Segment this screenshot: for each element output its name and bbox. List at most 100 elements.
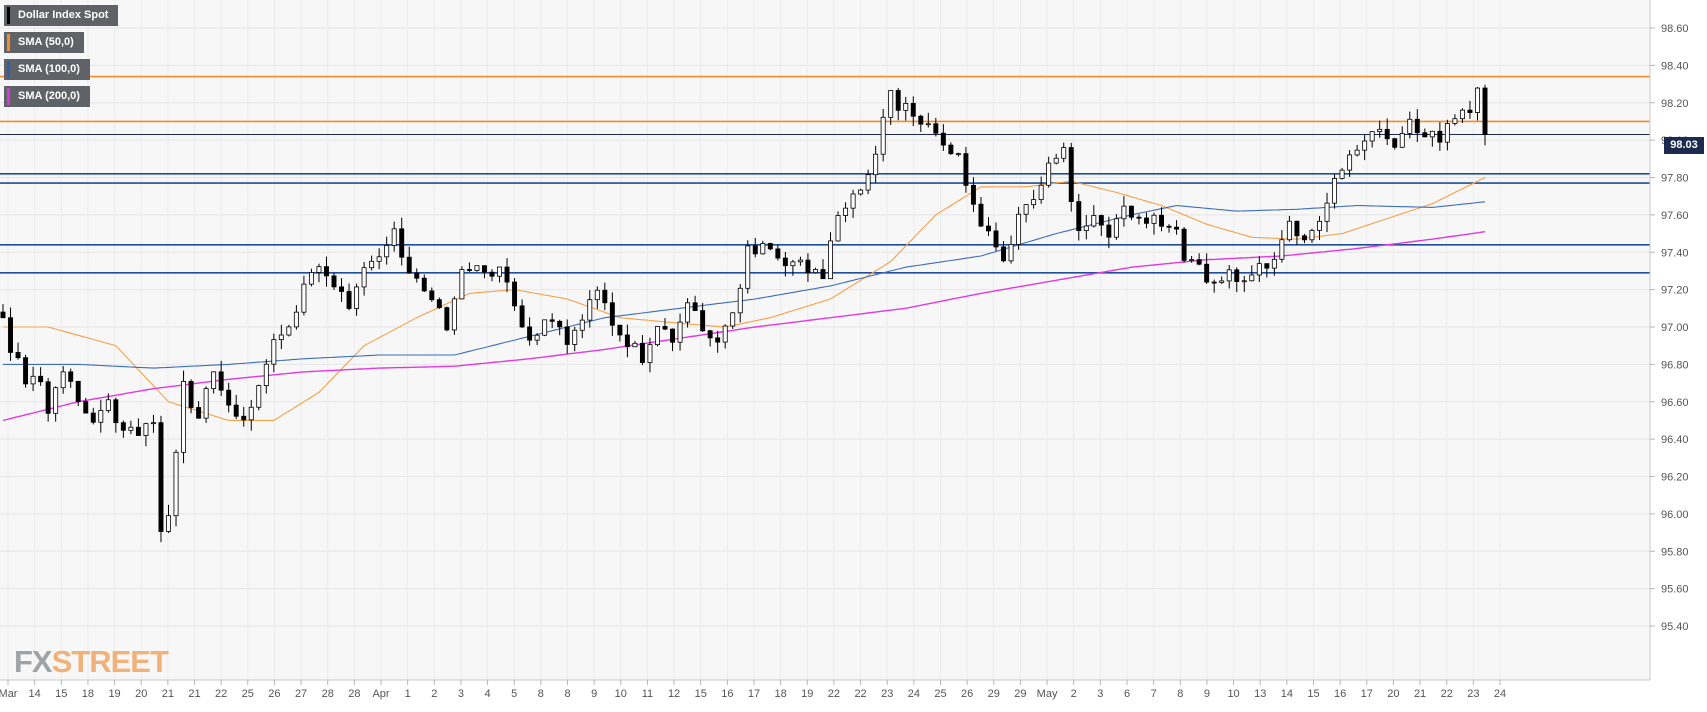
x-tick-label: 16: [1334, 688, 1346, 700]
legend-item-price[interactable]: Dollar Index Spot: [4, 5, 119, 26]
candle: [128, 420, 134, 435]
candle: [399, 217, 405, 266]
legend: Dollar Index Spot SMA (50,0) SMA (100,0)…: [4, 5, 119, 113]
candle: [828, 232, 833, 280]
x-tick-label: 8: [564, 688, 570, 700]
candle: [1076, 193, 1082, 241]
candle: [948, 142, 954, 155]
candle-body: [895, 90, 901, 111]
candle: [1001, 241, 1007, 263]
candle-body: [1256, 263, 1262, 276]
x-tick-label: 8: [1177, 688, 1183, 700]
candle: [188, 379, 194, 414]
candle-body: [534, 334, 540, 341]
candle: [655, 325, 660, 347]
candle-body: [594, 289, 600, 301]
x-tick-label: 29: [988, 688, 1000, 700]
y-tick-label: 96.40: [1661, 434, 1689, 446]
candle: [1136, 214, 1142, 225]
candle: [730, 312, 736, 329]
candle-body: [150, 422, 156, 425]
candle: [1437, 122, 1443, 151]
candle: [993, 222, 999, 252]
candle: [196, 401, 202, 419]
legend-item-sma100[interactable]: SMA (100,0): [4, 59, 90, 80]
candle: [1429, 130, 1435, 147]
candle: [1023, 204, 1029, 223]
candle: [933, 117, 939, 137]
x-tick-label: 25: [934, 688, 946, 700]
candle: [30, 366, 36, 392]
candle: [203, 386, 209, 423]
candle-body: [602, 289, 608, 304]
x-tick-label: 18: [775, 688, 787, 700]
candle: [564, 319, 570, 354]
x-tick-label: 18: [82, 688, 94, 700]
candle-body: [497, 266, 502, 277]
logo-part-street: STREET: [51, 644, 169, 679]
candle: [1211, 279, 1217, 293]
candle-body: [504, 266, 510, 283]
candle-body: [843, 207, 849, 216]
candle: [1407, 111, 1413, 139]
candle: [782, 251, 788, 277]
candle-body: [903, 103, 909, 111]
candle: [767, 242, 773, 251]
legend-label: SMA (50,0): [18, 36, 74, 48]
candle: [474, 265, 480, 272]
candle-body: [1407, 118, 1413, 134]
candle-body: [1362, 140, 1368, 151]
candle-body: [113, 399, 119, 424]
candle: [918, 114, 924, 133]
candle-body: [376, 256, 382, 262]
candle: [38, 367, 44, 386]
candle: [429, 287, 435, 302]
candle-body: [203, 388, 209, 419]
candle: [1414, 109, 1420, 143]
candle: [1377, 120, 1383, 138]
candle: [143, 422, 149, 447]
y-tick-label: 98.20: [1661, 98, 1689, 110]
legend-label: SMA (100,0): [18, 63, 80, 75]
candle: [1113, 214, 1119, 240]
candle: [534, 333, 540, 346]
candle-body: [1091, 215, 1097, 227]
candle-body: [1467, 109, 1473, 113]
candle: [1121, 196, 1127, 227]
x-tick-label: 26: [961, 688, 973, 700]
legend-item-sma200[interactable]: SMA (200,0): [4, 86, 90, 107]
candle: [1422, 128, 1428, 138]
candle: [1467, 100, 1473, 119]
candle: [677, 313, 683, 351]
candle-body: [639, 342, 645, 363]
candle: [519, 299, 525, 329]
candle-body: [1271, 258, 1277, 269]
candle-body: [925, 123, 931, 126]
candle: [572, 326, 578, 352]
candle: [1226, 265, 1232, 289]
candle-body: [512, 281, 518, 307]
candle: [489, 269, 495, 282]
candle: [1061, 142, 1067, 163]
candle: [1286, 215, 1292, 242]
candle-body: [233, 404, 239, 417]
candle-body: [105, 399, 111, 411]
x-tick-label: May: [1037, 688, 1058, 700]
candle: [301, 275, 307, 316]
candle-body: [1422, 132, 1428, 138]
candle-body: [692, 302, 698, 311]
candle: [1399, 126, 1405, 149]
x-tick-label: 25: [242, 688, 254, 700]
candle: [481, 265, 487, 279]
candle-body: [241, 415, 247, 421]
candle-body: [83, 401, 89, 414]
candle-body: [1113, 218, 1119, 238]
candle: [1354, 144, 1360, 157]
candle: [700, 302, 706, 332]
candle-body: [421, 277, 427, 292]
candle-body: [128, 426, 134, 431]
candle: [1279, 230, 1285, 263]
candle-body: [933, 123, 939, 134]
candle: [120, 420, 126, 438]
legend-item-sma50[interactable]: SMA (50,0): [4, 32, 84, 53]
